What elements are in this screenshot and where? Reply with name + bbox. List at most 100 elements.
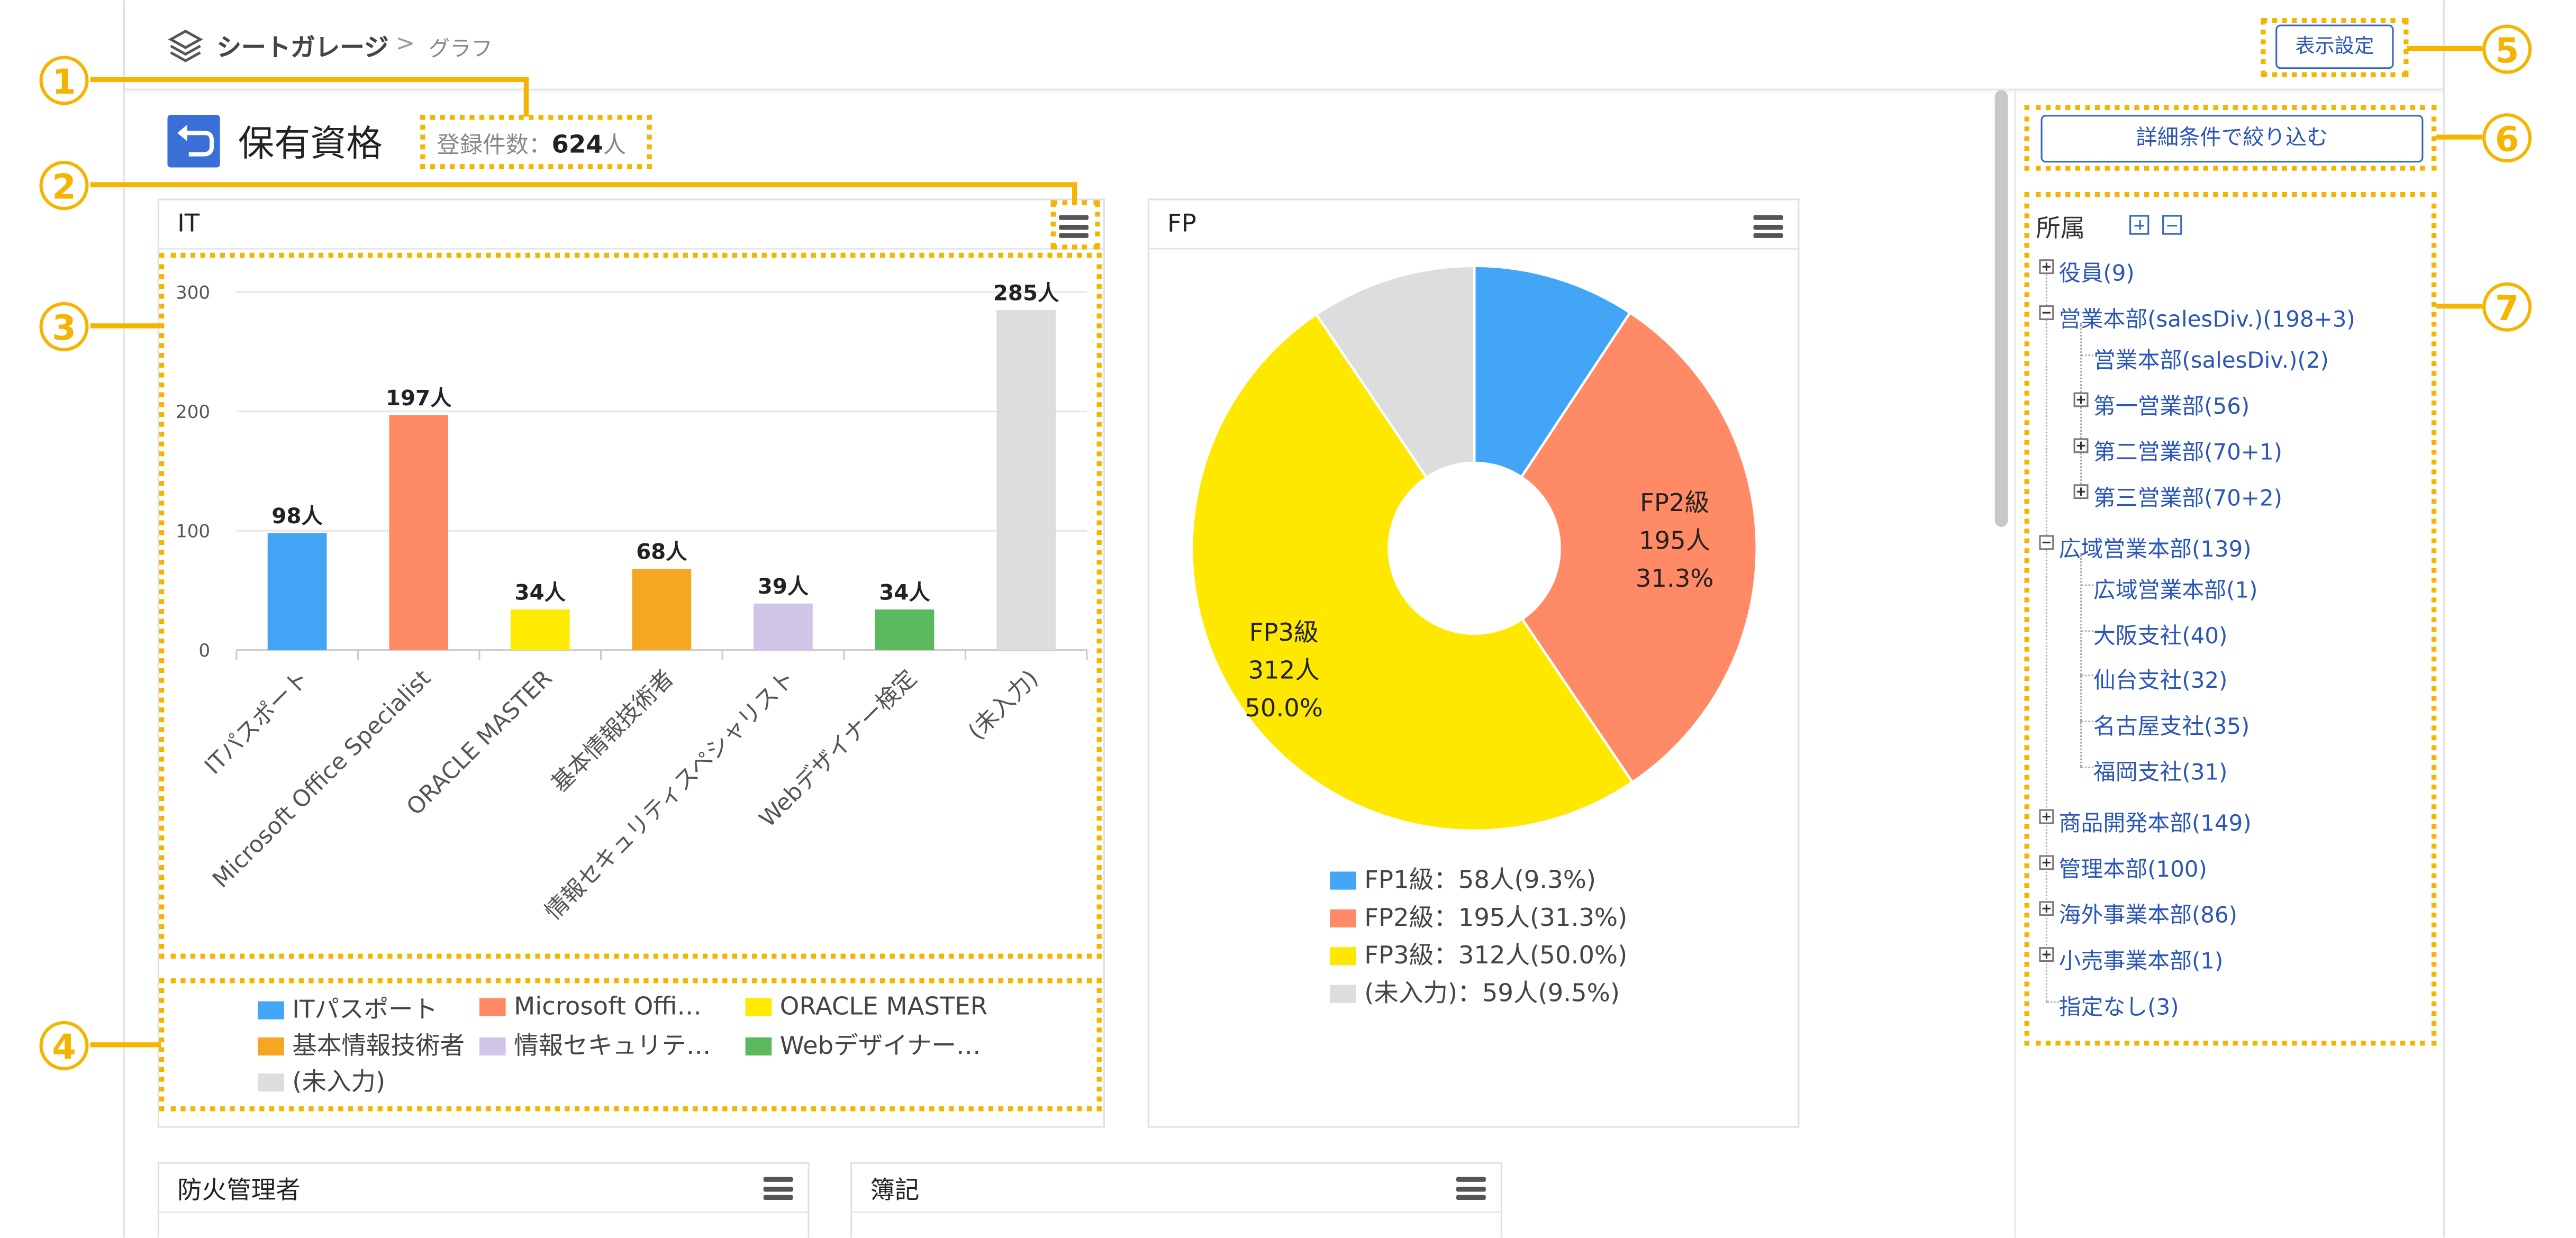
annotation-box-2 — [1050, 200, 1100, 250]
expand-node-icon[interactable] — [2039, 259, 2054, 275]
tree-node-label[interactable]: 名古屋支社(35) — [2093, 714, 2250, 741]
fp-slice[interactable] — [1473, 265, 1632, 479]
tree-node-label[interactable]: 営業本部(salesDiv.)(2) — [2093, 348, 2329, 375]
it-legend-item[interactable]: Webデザイナー… — [745, 1027, 981, 1062]
legend-label: (未入力)：59人(9.5%) — [1364, 978, 1620, 1008]
breadcrumb-separator: > — [395, 31, 415, 58]
legend-label: Microsoft Offi… — [514, 991, 702, 1021]
expand-node-icon[interactable] — [2073, 392, 2089, 407]
expand-node-icon[interactable] — [2039, 947, 2054, 962]
tree-node-label[interactable]: 第二営業部(70+1) — [2093, 440, 2283, 467]
collapse-node-icon[interactable] — [2039, 305, 2054, 321]
it-bar[interactable] — [389, 415, 449, 650]
tree-node-label[interactable]: 広域営業本部(139) — [2058, 536, 2252, 563]
org-tree: 役員(9) 営業本部(salesDiv.)(198+3) 営業本部(salesDiv… — [2029, 246, 2424, 1034]
it-legend-item[interactable]: (未入力) — [258, 1063, 385, 1098]
legend-swatch — [1330, 985, 1356, 1003]
legend-label: FP2級：195人(31.3%) — [1364, 903, 1628, 933]
display-settings-button[interactable]: 表示設定 — [2275, 24, 2394, 69]
legend-swatch — [745, 1037, 772, 1055]
it-legend-item[interactable]: 基本情報技術者 — [258, 1027, 465, 1062]
tree-node-label[interactable]: 管理本部(100) — [2058, 857, 2207, 884]
it-chart-panel: IT 0 100 200 300 98人 ITパスポート 197人 Microsoft Off… — [157, 198, 1105, 1128]
annotation-line-1b — [523, 77, 528, 117]
fp-panel-title: FP — [1167, 208, 1196, 238]
annotation-number-7: 7 — [2482, 282, 2532, 332]
annotation-line-7 — [2436, 303, 2483, 308]
fp-slice-label: 50.0% — [1245, 694, 1323, 722]
tree-node-label[interactable]: 広域営業本部(1) — [2093, 578, 2258, 604]
legend-label: Webデザイナー… — [779, 1031, 981, 1061]
it-menu-icon[interactable] — [1059, 215, 1089, 238]
fire-manager-panel-title: 防火管理者 — [177, 1175, 301, 1205]
it-legend-item[interactable]: 情報セキュリテ… — [479, 1027, 711, 1062]
it-bar-value-label: 39人 — [758, 574, 809, 599]
it-y-tick-label: 0 — [198, 640, 210, 661]
it-bar-value-label: 34人 — [879, 580, 930, 605]
expand-node-icon[interactable] — [2039, 855, 2054, 870]
fp-slice[interactable] — [1314, 265, 1476, 479]
tree-node-label[interactable]: 指定なし(3) — [2058, 995, 2179, 1021]
fp-legend-item[interactable]: FP1級：58人(9.3%) — [1330, 862, 1596, 896]
bookkeeping-menu-icon[interactable] — [1456, 1177, 1486, 1200]
legend-label: FP3級：312人(50.0%) — [1364, 940, 1628, 970]
fp-menu-icon[interactable] — [1753, 215, 1783, 238]
bookkeeping-panel-title: 簿記 — [870, 1175, 920, 1205]
tree-node-label[interactable]: 役員(9) — [2058, 261, 2135, 287]
legend-swatch — [1330, 947, 1356, 966]
it-bar[interactable] — [754, 603, 813, 650]
collapse-all-icon[interactable] — [2162, 215, 2182, 235]
expand-all-icon[interactable] — [2129, 215, 2149, 235]
fire-manager-panel: 防火管理者 — [157, 1162, 810, 1238]
collapse-node-icon[interactable] — [2039, 535, 2054, 550]
fp-legend-item[interactable]: (未入力)：59人(9.5%) — [1330, 975, 1620, 1009]
legend-label: (未入力) — [292, 1067, 386, 1097]
annotation-line-2b — [1072, 182, 1076, 202]
expand-node-icon[interactable] — [2073, 484, 2089, 499]
it-legend-item[interactable]: ORACLE MASTER — [745, 991, 987, 1021]
tree-node-label[interactable]: 海外事業本部(86) — [2058, 903, 2237, 930]
tree-connector — [2080, 630, 2093, 632]
expand-node-icon[interactable] — [2039, 809, 2054, 824]
expand-node-icon[interactable] — [2039, 901, 2054, 916]
fp-slice[interactable] — [1519, 311, 1758, 784]
it-bar-value-label: 98人 — [271, 504, 323, 529]
fp-slice[interactable] — [1191, 312, 1635, 832]
it-bar[interactable] — [510, 609, 570, 650]
fp-slice-label: FP3級 — [1249, 618, 1319, 647]
scrollbar-thumb[interactable] — [1994, 90, 2008, 527]
tree-connector — [2080, 675, 2093, 677]
tree-connector — [2080, 553, 2082, 767]
it-bar[interactable] — [875, 609, 935, 650]
tree-node-label[interactable]: 小売事業本部(1) — [2058, 949, 2224, 975]
it-legend-item[interactable]: Microsoft Offi… — [479, 991, 702, 1021]
fire-manager-menu-icon[interactable] — [763, 1177, 793, 1200]
annotation-box-1 — [420, 115, 652, 169]
layers-icon — [167, 28, 203, 71]
tree-node-label[interactable]: 営業本部(salesDiv.)(198+3) — [2058, 307, 2355, 333]
fp-legend-item[interactable]: FP3級：312人(50.0%) — [1330, 937, 1627, 972]
fp-legend-item[interactable]: FP2級：195人(31.3%) — [1330, 899, 1627, 934]
back-button[interactable] — [167, 115, 220, 168]
breadcrumb-app[interactable]: シートガレージ — [216, 33, 389, 62]
it-bar[interactable] — [996, 310, 1056, 650]
it-bar[interactable] — [267, 533, 327, 650]
tree-node-label[interactable]: 福岡支社(31) — [2093, 760, 2228, 787]
tree-node-label[interactable]: 第三営業部(70+2) — [2093, 486, 2283, 513]
legend-swatch — [258, 1001, 284, 1019]
tree-node-label[interactable]: 第一営業部(56) — [2093, 394, 2250, 421]
tree-node-label[interactable]: 大阪支社(40) — [2093, 623, 2228, 650]
expand-node-icon[interactable] — [2073, 438, 2089, 453]
filter-detail-button[interactable]: 詳細条件で絞り込む — [2040, 115, 2424, 163]
it-legend-item[interactable]: ITパスポート — [258, 991, 438, 1026]
fp-panel-header: FP — [1149, 201, 1798, 250]
it-panel-title: IT — [177, 208, 200, 238]
tree-node-label[interactable]: 仙台支社(32) — [2093, 668, 2228, 695]
legend-swatch — [1330, 909, 1356, 927]
bookkeeping-panel-header: 簿記 — [852, 1164, 1501, 1213]
registration-count-value: 624 — [551, 130, 603, 159]
annotation-number-1: 1 — [39, 56, 89, 105]
it-bar[interactable] — [632, 569, 692, 650]
tree-node-label[interactable]: 商品開発本部(149) — [2058, 811, 2252, 838]
